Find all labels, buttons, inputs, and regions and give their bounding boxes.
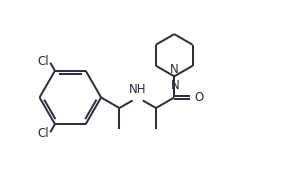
Text: O: O <box>194 91 203 104</box>
Text: Cl: Cl <box>37 127 49 140</box>
Text: N: N <box>170 63 179 76</box>
Text: N: N <box>171 79 180 92</box>
Text: NH: NH <box>129 83 147 96</box>
Text: Cl: Cl <box>37 55 49 68</box>
